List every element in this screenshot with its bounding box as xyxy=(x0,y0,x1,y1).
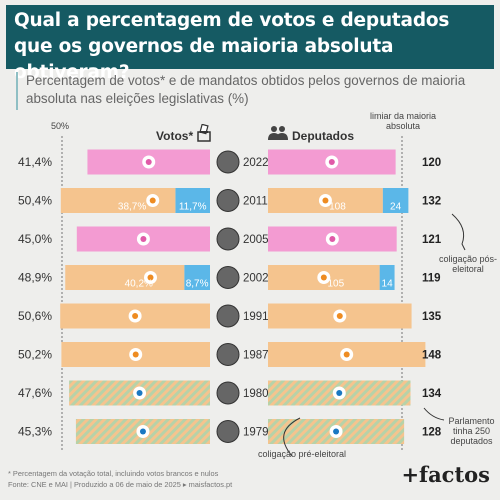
votes-bar-2011-cds xyxy=(175,188,210,213)
psd-party-icon-mark xyxy=(147,274,154,281)
psd-party-icon-mark xyxy=(149,197,156,204)
votes-segment-label: 8,7% xyxy=(186,279,209,290)
seats-bar-2011-cds xyxy=(382,188,409,213)
year-label: 1980 xyxy=(243,388,269,400)
year-label: 1987 xyxy=(243,350,269,362)
year-label: 2022 xyxy=(243,157,269,169)
subtitle-accent xyxy=(16,72,18,110)
ad-party-icon-mark xyxy=(333,428,340,435)
psd-party-icon-mark xyxy=(343,351,350,358)
votes-total-label: 47,6% xyxy=(18,386,52,400)
prime-minister-avatar xyxy=(216,420,240,443)
title-bar xyxy=(6,5,494,69)
parliament-note: Parlamento tinha 250 deputados xyxy=(448,416,495,446)
ad-party-icon-mark xyxy=(136,390,143,396)
year-label: 2011 xyxy=(243,196,268,208)
votes-bar-2002-cds xyxy=(184,265,210,290)
psd-party-icon-mark xyxy=(322,197,329,204)
year-label: 2002 xyxy=(243,273,269,285)
votes-total-label: 48,9% xyxy=(18,271,52,285)
seats-header: Deputados xyxy=(292,129,355,143)
seats-bar-2002-cds xyxy=(379,265,395,290)
marker-50-label: 50% xyxy=(51,121,70,131)
seats-total-label: 119 xyxy=(422,273,441,285)
votes-bar-2002-psd xyxy=(65,265,185,290)
seats-total-label: 135 xyxy=(422,311,442,323)
votes-total-label: 50,2% xyxy=(18,348,52,362)
psd-party-icon-mark xyxy=(132,351,139,358)
seats-total-label: 148 xyxy=(422,350,442,362)
subtitle: Percentagem de votos* e de mandatos obti… xyxy=(26,73,466,106)
psd-party-icon-mark xyxy=(132,313,139,319)
seats-total-label: 120 xyxy=(422,157,441,169)
prime-minister-avatar xyxy=(216,189,240,212)
parliament-note-pointer xyxy=(423,407,445,421)
ps-party-icon-mark xyxy=(329,236,336,242)
year-label: 2005 xyxy=(243,234,269,246)
votes-header: Votos* xyxy=(156,129,194,143)
source-note: Fonte: CNE e MAI | Produzido a 06 de mai… xyxy=(8,480,233,489)
prime-minister-avatar xyxy=(216,343,240,366)
pre-coalition-label: coligação pré-eleitoral xyxy=(258,449,347,459)
votes-total-label: 45,3% xyxy=(18,425,52,439)
footnote: * Percentagem da votação total, incluind… xyxy=(8,469,219,478)
votes-segment-label: 11,7% xyxy=(179,202,207,213)
psd-party-icon-mark xyxy=(320,274,327,281)
ad-party-icon-mark xyxy=(336,390,343,396)
factos-logo: +factos xyxy=(401,462,490,487)
psd-party-icon-mark xyxy=(336,313,343,319)
votes-segment-label: 40,2% xyxy=(125,279,153,290)
majority-threshold-label: limiar da maioria absoluta xyxy=(369,111,437,131)
year-label: 1979 xyxy=(243,427,269,439)
votes-total-label: 41,4% xyxy=(18,155,52,169)
prime-minister-avatar xyxy=(216,304,240,328)
pre-coalition-pointer xyxy=(283,417,301,457)
ps-party-icon-mark xyxy=(328,159,335,165)
year-label: 1991 xyxy=(243,311,269,323)
prime-minister-avatar xyxy=(216,266,240,289)
votes-total-label: 45,0% xyxy=(18,232,52,246)
seats-segment-label: 105 xyxy=(327,279,344,290)
votes-total-label: 50,6% xyxy=(18,309,52,323)
votes-segment-label: 38,7% xyxy=(118,202,146,213)
prime-minister-avatar xyxy=(216,227,240,251)
page-title: Qual a percentagem de votos e deputados … xyxy=(14,10,450,83)
seats-segment-label: 14 xyxy=(382,279,394,290)
ad-party-icon-mark xyxy=(139,428,146,435)
post-coalition-label: coligação pós-eleitoral xyxy=(438,254,498,274)
ps-party-icon-mark xyxy=(140,236,147,242)
votes-total-label: 50,4% xyxy=(18,194,52,208)
seats-total-label: 128 xyxy=(422,427,442,439)
seats-total-label: 134 xyxy=(422,388,442,400)
seats-total-label: 132 xyxy=(422,196,441,208)
seats-segment-label: 24 xyxy=(390,202,402,213)
ps-party-icon-mark xyxy=(145,159,152,165)
seats-segment-label: 108 xyxy=(329,202,346,213)
post-coalition-bracket xyxy=(451,213,466,251)
seats-total-label: 121 xyxy=(422,234,442,246)
prime-minister-avatar xyxy=(216,150,240,174)
prime-minister-avatar xyxy=(216,381,240,405)
